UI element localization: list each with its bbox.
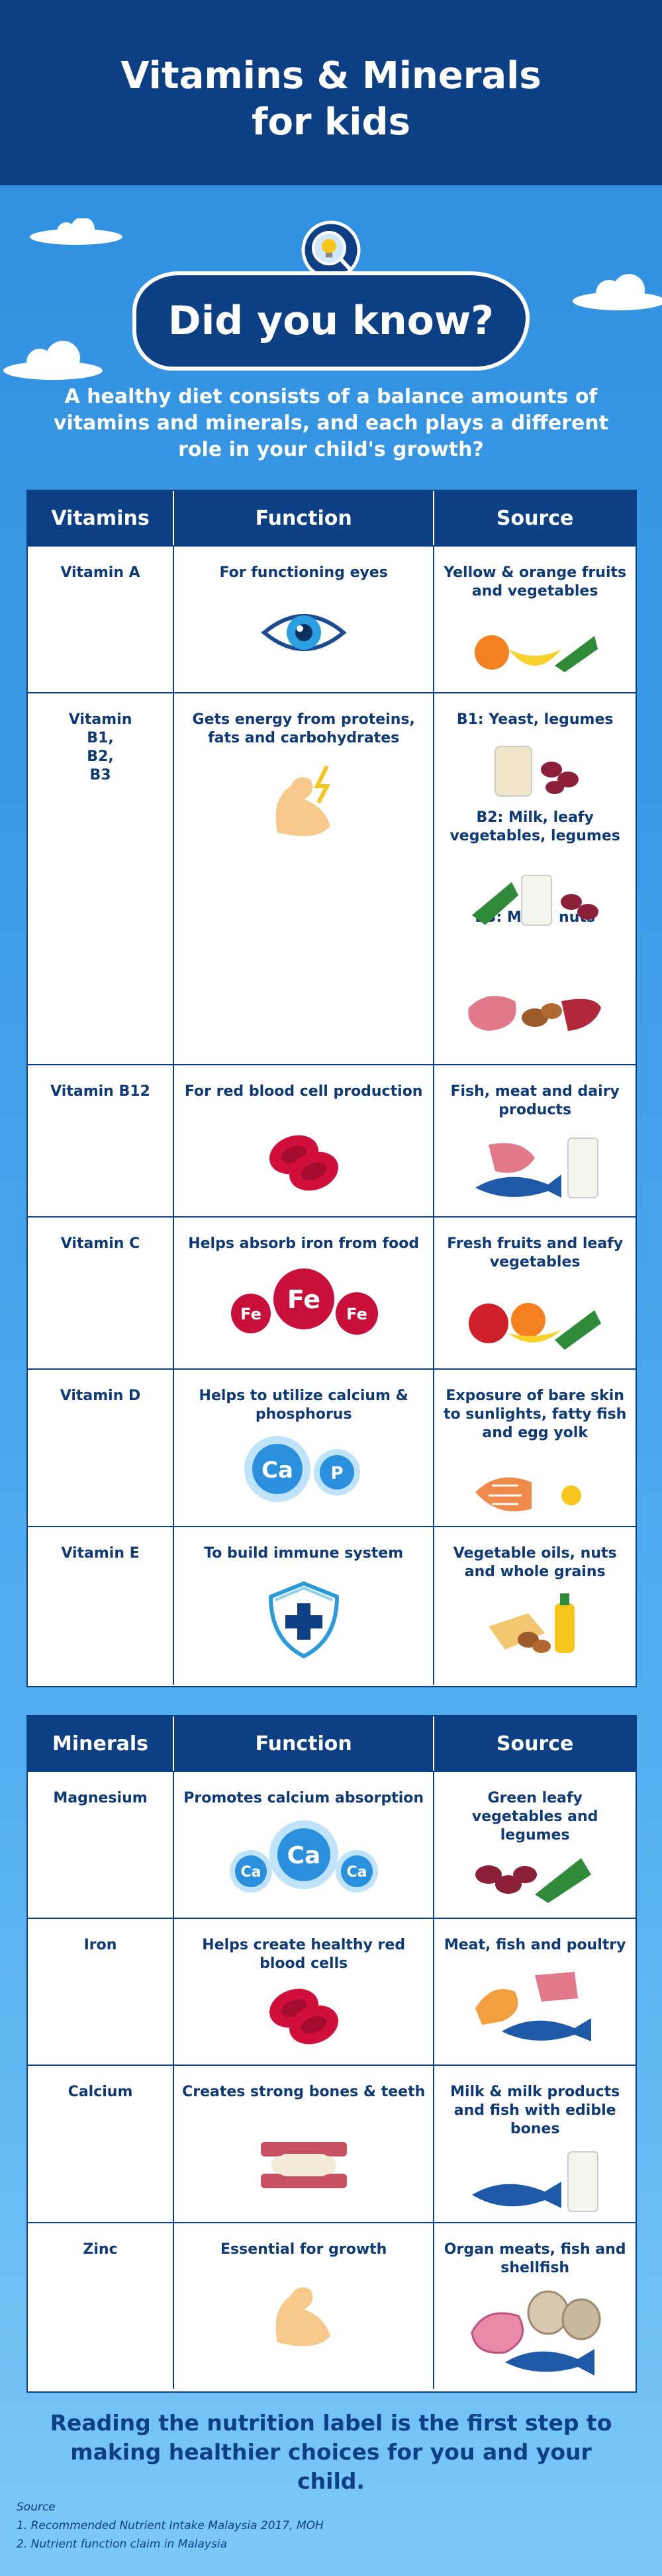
cloud-icon (30, 218, 122, 245)
eye-icon (260, 614, 347, 651)
page-header: Vitamins & Minerals for kids (0, 0, 662, 185)
milk-fish-icon (472, 2151, 599, 2212)
column-header: Function (174, 1716, 435, 1771)
vitamin-name: Vitamin B1, B2, B3 (68, 711, 132, 783)
vitamin-name: Vitamin A (60, 564, 140, 581)
source-item: 1. Recommended Nutrient Intake Malaysia … (17, 2519, 324, 2532)
table-row: Magnesium Promotes calcium absorption Ca… (28, 1771, 636, 1918)
vitamin-source: Fish, meat and dairy products (450, 1083, 620, 1118)
vitamin-function: Helps absorb iron from food (188, 1235, 420, 1252)
page-title: Vitamins & Minerals for kids (120, 54, 542, 144)
flexed-arm-icon (275, 2287, 330, 2346)
intro-text: A healthy diet consists of a balance amo… (54, 385, 608, 461)
mineral-name: Iron (83, 1937, 117, 1953)
calcium-phosphorus-icon: Ca P (244, 1436, 360, 1502)
column-header: Vitamins (28, 491, 175, 545)
organ-meats-shellfish-icon (471, 2290, 601, 2376)
cloud-icon (3, 341, 103, 380)
immune-shield-icon (268, 1581, 339, 1659)
meat-nuts-icon (468, 996, 602, 1031)
mineral-function: Helps create healthy red blood cells (202, 1937, 406, 1972)
vitamins-table: Vitamins Function Source Vitamin A For f… (26, 490, 637, 1687)
calcium-label: Ca (240, 1864, 261, 1881)
table-row: Vitamin B1, B2, B3 Gets energy from prot… (28, 692, 636, 1064)
column-header: Function (174, 491, 435, 545)
table-row: Vitamin A For functioning eyes Yellow & … (28, 545, 636, 692)
red-blood-cells-icon (269, 1988, 338, 2045)
calcium-label: Ca (346, 1864, 367, 1881)
mineral-function: Essential for growth (220, 2241, 387, 2258)
table-row: Vitamin C Helps absorb iron from food Fe… (28, 1216, 636, 1368)
table-row: Zinc Essential for growth Organ meats, f… (28, 2222, 636, 2389)
vitamin-name: Vitamin B12 (50, 1083, 150, 1100)
oils-nuts-grains-icon (489, 1593, 575, 1653)
iron-label: Fe (346, 1305, 367, 1323)
fish-meat-dairy-icon (475, 1137, 599, 1198)
mineral-function: Creates strong bones & teeth (182, 2084, 426, 2100)
vitamin-function: To build immune system (204, 1545, 404, 1562)
iron-icon: Fe Fe Fe (230, 1268, 378, 1335)
leafy-vegetables-legumes-icon (475, 1858, 592, 1903)
vitamin-source: Vegetable oils, nuts and whole grains (453, 1545, 617, 1580)
milk-vegetables-legumes-icon (472, 875, 599, 926)
meat-fish-poultry-icon (475, 1972, 592, 2041)
calcium-label: Ca (287, 1842, 320, 1869)
table-header: Vitamins Function Source (28, 491, 636, 545)
vitamin-name: Vitamin E (61, 1545, 140, 1562)
iron-label: Fe (287, 1285, 320, 1314)
minerals-table: Minerals Function Source Magnesium Promo… (26, 1715, 637, 2393)
source-item: 2. Nutrient function claim in Malaysia (17, 2538, 228, 2551)
mineral-name: Calcium (68, 2084, 133, 2100)
magnifier-lightbulb-icon (301, 220, 361, 280)
table-row: Iron Helps create healthy red blood cell… (28, 1918, 636, 2065)
vitamin-function: Helps to utilize calcium & phosphorus (199, 1388, 408, 1423)
vitamin-source: Fresh fruits and leafy vegetables (447, 1235, 624, 1270)
vitamin-function: Gets energy from proteins, fats and carb… (192, 711, 415, 746)
vitamin-function: For red blood cell production (184, 1083, 423, 1100)
column-header: Source (496, 506, 574, 530)
vitamin-source: Exposure of bare skin to sunlights, fatt… (443, 1388, 627, 1441)
column-header: Minerals (28, 1716, 175, 1771)
phosphorus-label: P (330, 1464, 343, 1484)
vitamin-source: Yellow & orange fruits and vegetables (444, 564, 627, 600)
table-header: Minerals Function Source (28, 1716, 636, 1771)
vitamin-source-b2: B2: Milk, leafy vegetables, legumes (449, 809, 620, 844)
footer-message: Reading the nutrition label is the first… (50, 2410, 612, 2494)
sources-section: Source 1. Recommended Nutrient Intake Ma… (17, 2498, 324, 2554)
vitamin-source-b1: B1: Yeast, legumes (456, 711, 614, 728)
table-row: Vitamin B12 For red blood cell productio… (28, 1064, 636, 1216)
red-blood-cells-icon (269, 1135, 338, 1191)
fish-egg-icon (475, 1477, 600, 1514)
mineral-name: Zinc (83, 2241, 118, 2258)
calcium-label: Ca (261, 1457, 293, 1484)
iron-label: Fe (240, 1305, 261, 1323)
vitamin-function: For functioning eyes (219, 564, 388, 581)
mineral-source: Organ meats, fish and shellfish (444, 2241, 626, 2276)
bone-joint-icon (260, 2142, 347, 2188)
mineral-source: Milk & milk products and fish with edibl… (450, 2084, 620, 2137)
mineral-source: Green leafy vegetables and legumes (471, 1790, 598, 1843)
table-row: Vitamin D Helps to utilize calcium & pho… (28, 1368, 636, 1526)
table-row: Calcium Creates strong bones & teeth Mil… (28, 2065, 636, 2222)
mineral-function: Promotes calcium absorption (183, 1790, 424, 1806)
yeast-legumes-icon (495, 746, 579, 797)
mineral-source: Meat, fish and poultry (444, 1937, 626, 1953)
vitamin-name: Vitamin D (60, 1388, 141, 1404)
fruits-leafy-vegetables-icon (469, 1303, 602, 1350)
mineral-name: Magnesium (53, 1790, 148, 1806)
cloud-icon (573, 274, 662, 310)
fruits-vegetables-icon (475, 635, 598, 672)
table-row: Vitamin E To build immune system Vegetab… (28, 1526, 636, 1685)
flexed-arm-icon (275, 765, 330, 836)
did-you-know-badge: Did you know? (119, 218, 543, 377)
vitamin-name: Vitamin C (60, 1235, 140, 1252)
column-header: Source (496, 1732, 574, 1755)
calcium-icon: Ca Ca Ca (229, 1820, 378, 1892)
sources-label: Source (17, 2501, 56, 2514)
did-you-know-text: Did you know? (132, 271, 530, 371)
